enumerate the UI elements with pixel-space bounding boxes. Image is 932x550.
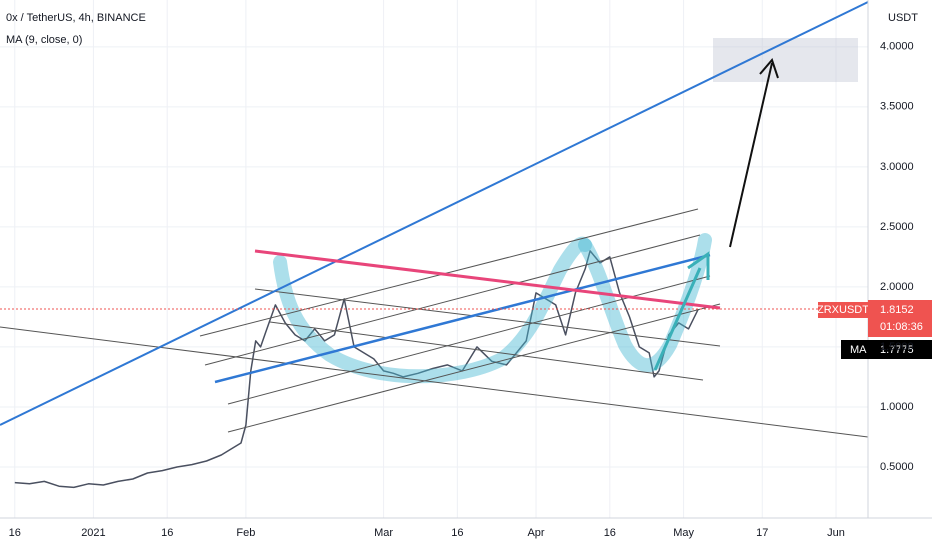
x-tick-label: Apr (527, 527, 544, 539)
y-tick-label: 3.5000 (880, 101, 914, 113)
x-tick-label: 16 (604, 527, 616, 539)
y-tick-label: 3.0000 (880, 161, 914, 173)
chart-title: 0x / TetherUS, 4h, BINANCE (6, 12, 146, 24)
countdown: 01:08:36 (880, 321, 923, 333)
x-tick-label: 16 (451, 527, 463, 539)
y-tick-label: 0.5000 (880, 461, 914, 473)
x-tick-label: 16 (161, 527, 173, 539)
x-tick-label: Feb (236, 527, 255, 539)
x-tick-label: Mar (374, 527, 393, 539)
trend-line (269, 321, 704, 381)
y-tick-label: 2.0000 (880, 281, 914, 293)
trend-line (227, 303, 721, 433)
ma-value: 1.7775 (880, 344, 914, 356)
drawings (0, 1, 869, 438)
y-tick-label: 2.5000 (880, 221, 914, 233)
trend-line (214, 253, 711, 384)
x-tick-label: May (673, 527, 694, 539)
trend-line (254, 288, 721, 347)
trend-line (199, 208, 699, 337)
symbol-label: ZRXUSDT (817, 304, 869, 316)
indicator-label: MA (9, close, 0) (6, 34, 82, 46)
pattern-curve (273, 236, 592, 384)
y-tick-label: 4.0000 (880, 41, 914, 53)
y-tick-label: 1.0000 (880, 401, 914, 413)
last-price: 1.8152 (880, 304, 914, 316)
symbol-tag (818, 302, 868, 318)
x-tick-label: 16 (9, 527, 21, 539)
resistance-line (254, 249, 721, 310)
arrow (729, 58, 779, 248)
arrow (653, 251, 710, 371)
trend-line (0, 1, 869, 426)
x-tick-label: 17 (756, 527, 768, 539)
axis-title: USDT (888, 12, 918, 24)
x-tick-label: Jun (827, 527, 845, 539)
grid (0, 0, 868, 518)
target-box (713, 38, 858, 82)
trend-line (0, 326, 869, 438)
trend-line (204, 234, 701, 366)
x-tick-label: 2021 (81, 527, 105, 539)
ma-name: MA (850, 344, 867, 356)
price-tag (868, 300, 932, 337)
y-tick-label: 1.5000 (880, 341, 914, 353)
ma-tag (841, 340, 932, 359)
